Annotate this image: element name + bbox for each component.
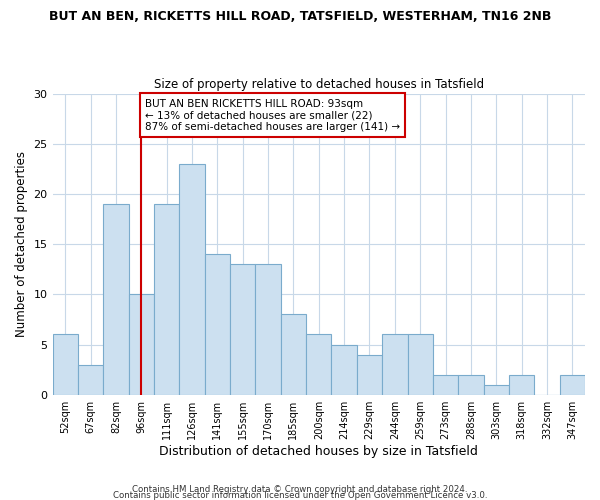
Bar bbox=[78, 364, 103, 394]
Bar bbox=[357, 354, 382, 395]
X-axis label: Distribution of detached houses by size in Tatsfield: Distribution of detached houses by size … bbox=[160, 444, 478, 458]
Bar bbox=[331, 344, 357, 395]
Bar bbox=[382, 334, 407, 394]
Bar bbox=[560, 374, 585, 394]
Text: Contains public sector information licensed under the Open Government Licence v3: Contains public sector information licen… bbox=[113, 490, 487, 500]
Bar bbox=[484, 384, 509, 394]
Bar bbox=[433, 374, 458, 394]
Bar bbox=[458, 374, 484, 394]
Bar bbox=[154, 204, 179, 394]
Text: BUT AN BEN RICKETTS HILL ROAD: 93sqm
← 13% of detached houses are smaller (22)
8: BUT AN BEN RICKETTS HILL ROAD: 93sqm ← 1… bbox=[145, 98, 400, 132]
Bar bbox=[205, 254, 230, 394]
Bar bbox=[53, 334, 78, 394]
Bar bbox=[230, 264, 256, 394]
Bar bbox=[256, 264, 281, 394]
Bar bbox=[179, 164, 205, 394]
Bar bbox=[306, 334, 331, 394]
Bar bbox=[128, 294, 154, 394]
Bar bbox=[103, 204, 128, 394]
Y-axis label: Number of detached properties: Number of detached properties bbox=[15, 151, 28, 337]
Title: Size of property relative to detached houses in Tatsfield: Size of property relative to detached ho… bbox=[154, 78, 484, 91]
Bar bbox=[281, 314, 306, 394]
Bar bbox=[407, 334, 433, 394]
Bar bbox=[509, 374, 534, 394]
Text: Contains HM Land Registry data © Crown copyright and database right 2024.: Contains HM Land Registry data © Crown c… bbox=[132, 484, 468, 494]
Text: BUT AN BEN, RICKETTS HILL ROAD, TATSFIELD, WESTERHAM, TN16 2NB: BUT AN BEN, RICKETTS HILL ROAD, TATSFIEL… bbox=[49, 10, 551, 23]
